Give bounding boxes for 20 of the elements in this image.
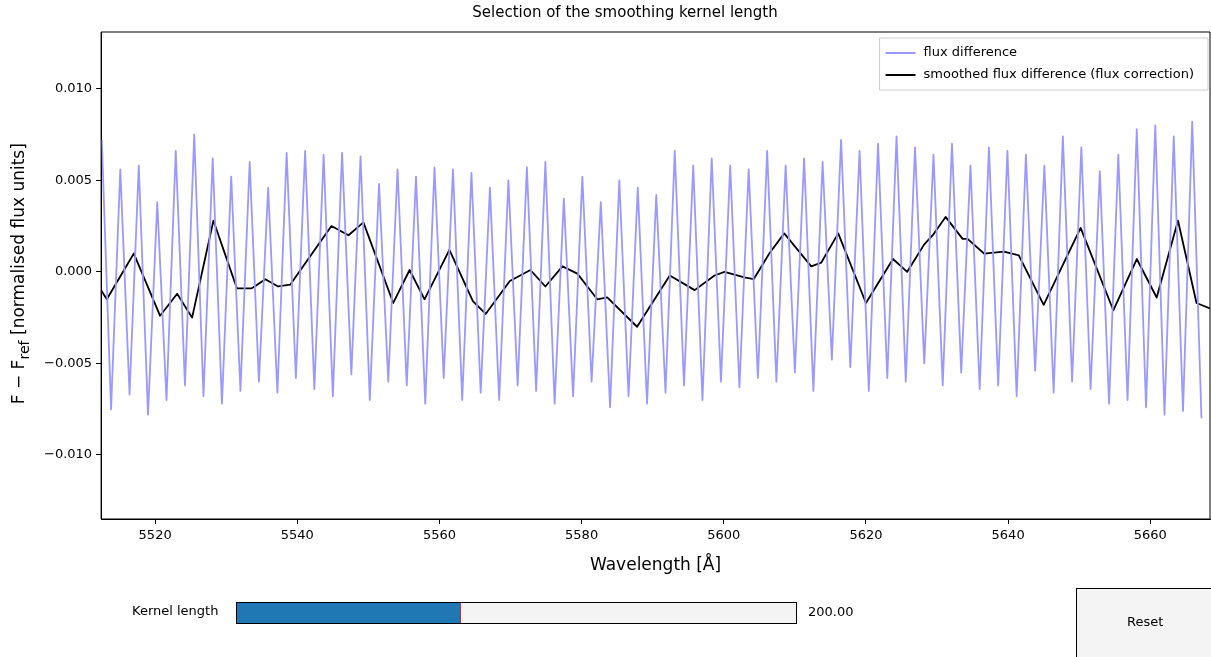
y-tick-label: −0.005: [44, 354, 93, 370]
x-tick-label: 5640: [991, 527, 1025, 543]
text: 200.00: [808, 604, 854, 619]
y-tick-label: 0.010: [54, 80, 93, 96]
y-tick-label: 0.000: [54, 263, 93, 279]
y-tick-label: 0.005: [54, 171, 93, 187]
x-tick-label: 5600: [707, 527, 741, 543]
y-tick-label: −0.010: [44, 446, 93, 462]
text: Reset: [1127, 614, 1164, 629]
x-tick-label: 5660: [1133, 527, 1167, 543]
legend-label: flux difference: [923, 44, 1018, 60]
x-tick-label: 5520: [138, 527, 172, 543]
x-tick-label: 5620: [849, 527, 883, 543]
legend-label: smoothed flux difference (flux correction): [923, 66, 1195, 82]
x-tick-label: 5580: [565, 527, 599, 543]
x-tick-label: 5560: [422, 527, 457, 543]
chart-title: Selection of the smoothing kernel length: [472, 2, 778, 21]
x-axis-title: Wavelength [Å]: [589, 553, 722, 575]
text: Kernel length: [132, 603, 219, 618]
x-tick-label: 5540: [280, 527, 314, 543]
